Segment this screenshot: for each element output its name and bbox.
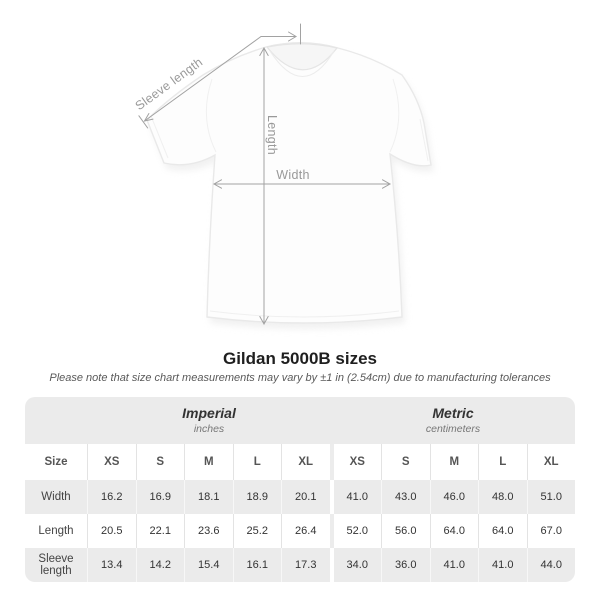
size-xl-imperial: XL <box>281 444 330 480</box>
value-cell: 64.0 <box>478 514 527 548</box>
value-cell: 67.0 <box>526 514 576 548</box>
table-row-sleeve-length: Sleeve length 13.4 14.2 15.4 16.1 17.3 3… <box>25 548 575 582</box>
value-cell: 56.0 <box>381 514 430 548</box>
page-title: Gildan 5000B sizes <box>222 349 378 368</box>
size-xs-imperial: XS <box>87 444 136 480</box>
value-cell: 46.0 <box>429 480 479 514</box>
group-imperial: Imperial inches <box>87 397 331 444</box>
collar-band-seam <box>269 50 335 77</box>
value-cell: 20.5 <box>87 514 136 548</box>
value-cell: 15.4 <box>184 548 233 582</box>
value-cell: 23.6 <box>184 514 233 548</box>
dimension-lines <box>138 23 392 326</box>
size-diagram: Sleeve length Length Width <box>133 23 434 329</box>
shirt-seams <box>150 78 429 318</box>
value-cell: 18.9 <box>232 480 282 514</box>
table-row-width: Width 16.2 16.9 18.1 18.9 20.1 41.0 43.0… <box>25 480 575 514</box>
unit-group-row: Imperial inches Metric centimeters <box>25 397 575 444</box>
row-label: Sleeve length <box>38 553 74 577</box>
width-label: Width <box>276 168 310 182</box>
value-cell: 43.0 <box>381 480 430 514</box>
size-table: Imperial inches Metric centimeters Size … <box>25 397 575 582</box>
value-cell: 22.1 <box>135 514 185 548</box>
group-corner-cell <box>25 397 87 444</box>
value-cell: 52.0 <box>329 514 382 548</box>
value-cell: 36.0 <box>381 548 430 582</box>
size-header-row: Size XS S M L XL XS S M L XL <box>25 444 575 480</box>
value-cell: 13.4 <box>87 548 136 582</box>
size-header-cell: Size <box>44 456 68 468</box>
tshirt-illustration <box>138 23 434 329</box>
cuff-tick <box>138 115 149 129</box>
size-l-metric: L <box>478 444 527 480</box>
value-cell: 16.9 <box>135 480 185 514</box>
value-cell: 41.0 <box>478 548 527 582</box>
size-s-imperial: S <box>135 444 185 480</box>
value-cell: 64.0 <box>429 514 479 548</box>
tolerance-note: Please note that size chart measurements… <box>49 372 551 384</box>
size-s-metric: S <box>381 444 430 480</box>
value-cell: 41.0 <box>329 480 382 514</box>
imperial-label: Imperial <box>182 405 236 422</box>
size-m-metric: M <box>429 444 479 480</box>
value-cell: 51.0 <box>526 480 576 514</box>
value-cell: 17.3 <box>281 548 330 582</box>
value-cell: 48.0 <box>478 480 527 514</box>
size-xl-metric: XL <box>526 444 576 480</box>
value-cell: 34.0 <box>329 548 382 582</box>
value-cell: 26.4 <box>281 514 330 548</box>
value-cell: 41.0 <box>429 548 479 582</box>
value-cell: 16.2 <box>87 480 136 514</box>
size-xs-metric: XS <box>329 444 382 480</box>
metric-label: Metric <box>432 405 474 422</box>
value-cell: 18.1 <box>184 480 233 514</box>
table-row-length: Length 20.5 22.1 23.6 25.2 26.4 52.0 56.… <box>25 514 575 548</box>
value-cell: 16.1 <box>232 548 282 582</box>
group-metric: Metric centimeters <box>331 397 575 444</box>
value-cell: 14.2 <box>135 548 185 582</box>
row-label: Width <box>41 491 71 503</box>
size-l-imperial: L <box>232 444 282 480</box>
value-cell: 44.0 <box>526 548 576 582</box>
row-label: Length <box>38 525 74 537</box>
value-cell: 20.1 <box>281 480 330 514</box>
length-label: Length <box>265 114 279 156</box>
collar-opening <box>265 43 339 71</box>
value-cell: 25.2 <box>232 514 282 548</box>
size-m-imperial: M <box>184 444 233 480</box>
imperial-unit: inches <box>193 422 225 435</box>
metric-unit: centimeters <box>425 422 481 435</box>
